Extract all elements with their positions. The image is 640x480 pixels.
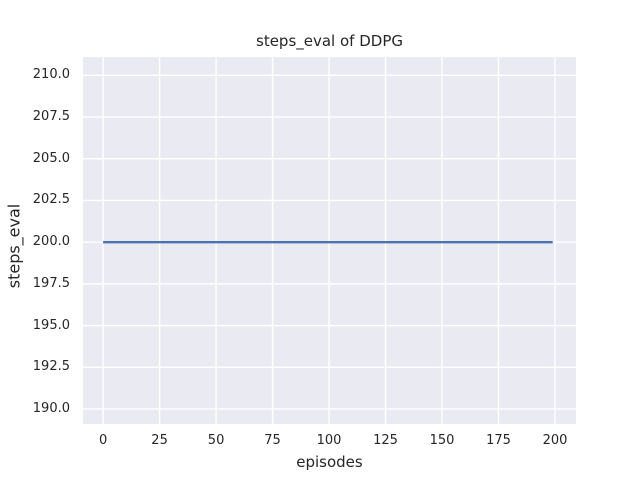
y-tick-label: 197.5	[32, 275, 70, 291]
y-tick-label: 210.0	[32, 67, 70, 83]
y-tick-label: 192.5	[32, 359, 70, 375]
x-tick-label: 125	[373, 433, 398, 448]
x-tick-label: 200	[542, 433, 568, 448]
x-tick-label: 50	[207, 433, 225, 448]
x-tick-label: 25	[151, 433, 168, 448]
y-tick-label: 200.0	[32, 234, 70, 250]
plot-area	[83, 57, 576, 424]
x-tick-label: 175	[486, 433, 511, 448]
x-tick-label: 150	[429, 433, 455, 448]
x-tick-label: 0	[98, 433, 108, 448]
x-tick-label: 75	[264, 433, 281, 448]
y-tick-label: 190.0	[32, 400, 70, 416]
y-tick-label: 195.0	[32, 317, 70, 333]
plot-canvas	[83, 57, 576, 424]
x-axis-label: episodes	[296, 453, 363, 471]
x-tick-label: 100	[316, 433, 342, 448]
y-tick-label: 202.5	[32, 192, 70, 208]
y-tick-label: 205.0	[32, 150, 70, 166]
chart-title: steps_eval of DDPG	[256, 32, 403, 50]
y-tick-label: 207.5	[32, 109, 70, 125]
